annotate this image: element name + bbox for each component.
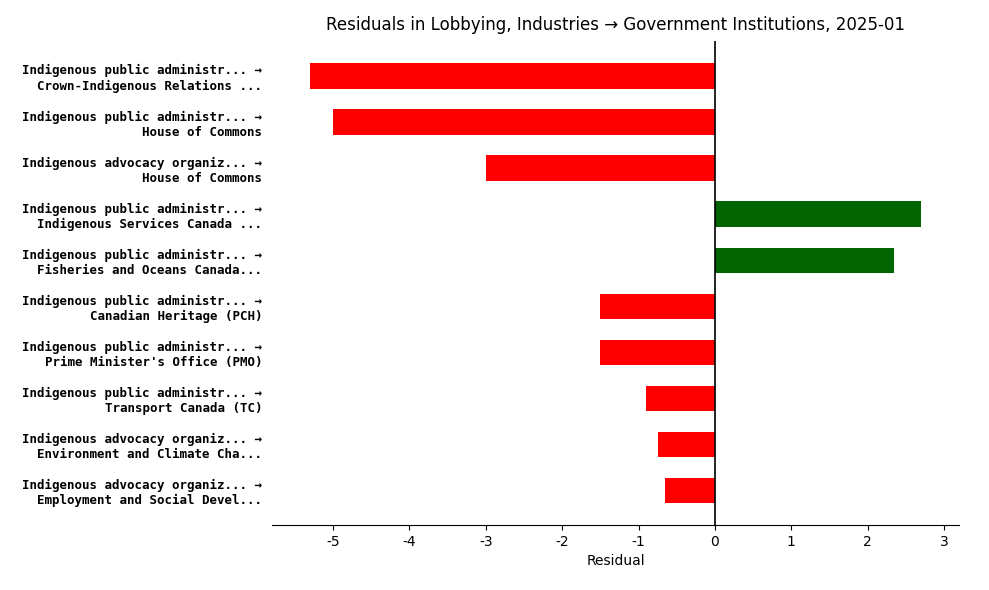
Bar — [600, 340, 715, 365]
Bar — [486, 155, 715, 181]
Bar — [658, 432, 715, 457]
Bar — [600, 294, 715, 319]
X-axis label: Residual: Residual — [586, 555, 645, 568]
Bar — [715, 201, 921, 227]
Bar — [715, 248, 894, 273]
Title: Residuals in Lobbying, Industries → Government Institutions, 2025-01: Residuals in Lobbying, Industries → Gove… — [326, 16, 905, 34]
Bar — [666, 478, 715, 503]
Bar — [333, 109, 715, 135]
Bar — [646, 386, 715, 411]
Bar — [311, 63, 715, 88]
